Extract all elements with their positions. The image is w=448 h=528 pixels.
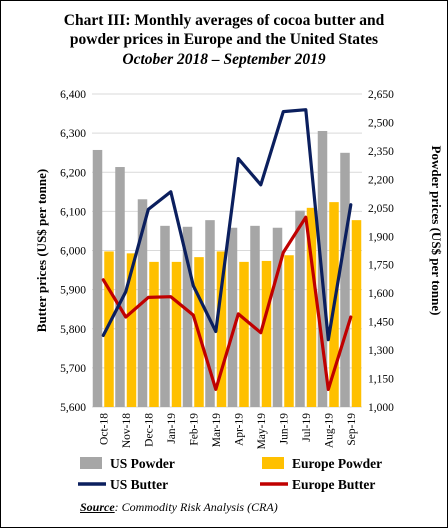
bars: [92, 130, 362, 407]
chart-title-line2: powder prices in Europe and the United S…: [69, 31, 379, 48]
right-tick-label: 1,000: [368, 402, 394, 414]
x-tick-label: Dec-18: [143, 413, 155, 447]
left-tick-label: 5,800: [60, 324, 86, 336]
x-tick-label: Jul-19: [301, 413, 313, 442]
legend-swatch-us-powder: [80, 457, 102, 469]
line-europe-butter: [101, 215, 353, 391]
bar-europe-powder: [306, 207, 317, 407]
legend-label-europe-butter: Europe Butter: [292, 477, 375, 492]
bar-us-powder: [250, 225, 260, 407]
line-us-butter: [101, 108, 353, 342]
right-tick-label: 2,350: [368, 146, 394, 158]
source-note: Source: Commodity Risk Analysis (CRA): [80, 500, 278, 515]
left-tick-label: 6,300: [60, 128, 86, 140]
bar-europe-powder: [261, 260, 272, 407]
x-tick-label: Nov-18: [121, 413, 133, 448]
right-tick-label: 2,650: [368, 89, 394, 101]
left-tick-label: 6,100: [60, 206, 86, 218]
x-tick-label: Feb-19: [188, 413, 200, 446]
left-tick-label: 5,900: [60, 285, 86, 297]
right-tick-label: 1,900: [368, 231, 394, 243]
x-tick-label: Apr-19: [233, 413, 245, 446]
bar-us-powder: [160, 225, 170, 407]
left-axis-title: Butter prices (US$ per tonne): [34, 169, 49, 332]
x-tick-label: Jan-19: [166, 413, 178, 444]
bar-us-powder: [205, 220, 215, 407]
left-tick-label: 6,200: [60, 167, 86, 179]
x-tick-label: Aug-19: [323, 413, 335, 448]
left-tick-label: 6,400: [60, 89, 86, 101]
right-tick-label: 1,150: [368, 374, 394, 386]
bar-europe-powder: [149, 261, 159, 407]
right-axis-title: Powder prices (US$ per tonne): [429, 146, 444, 316]
gridlines: [92, 93, 362, 408]
right-tick-label: 1,600: [368, 288, 394, 300]
legend-label-europe-powder: Europe Powder: [292, 456, 382, 471]
x-tick-label: Jun-19: [278, 413, 290, 445]
left-tick-label: 5,700: [60, 363, 86, 375]
legend-label-us-butter: US Butter: [110, 477, 168, 492]
legend-label-us-powder: US Powder: [110, 456, 175, 471]
bar-europe-powder: [216, 251, 227, 407]
x-tick-label: May-19: [256, 413, 268, 450]
bar-us-powder: [115, 167, 125, 407]
bar-us-powder: [182, 226, 193, 407]
bar-us-powder: [227, 227, 238, 407]
chart-subtitle: October 2018 – September 2019: [122, 51, 326, 68]
right-tick-label: 1,750: [368, 260, 394, 272]
source-label: Source: [80, 500, 115, 514]
right-tick-label: 1,300: [368, 345, 394, 357]
chart-title: Chart III: Monthly averages of cocoa but…: [63, 12, 385, 29]
bar-europe-powder: [104, 251, 114, 407]
bar-us-powder: [340, 152, 350, 407]
right-tick-label: 2,050: [368, 203, 394, 215]
lines: [101, 108, 353, 391]
bar-europe-powder: [126, 253, 137, 407]
bar-europe-powder: [239, 261, 249, 407]
bar-us-powder: [272, 227, 283, 407]
right-tick-label: 2,500: [368, 117, 394, 129]
left-tick-label: 5,600: [60, 402, 86, 414]
bar-europe-powder: [351, 220, 362, 407]
bar-us-powder: [295, 210, 305, 407]
left-tick-label: 6,000: [60, 246, 86, 258]
bar-us-powder: [92, 149, 103, 407]
right-tick-label: 1,450: [368, 317, 394, 329]
right-tick-label: 2,200: [368, 174, 394, 186]
x-tick-label: Mar-19: [211, 413, 223, 448]
bar-europe-powder: [284, 255, 294, 407]
bar-europe-powder: [171, 261, 182, 407]
source-text: : Commodity Risk Analysis (CRA): [114, 500, 278, 514]
axes: 5,600 5,700 5,800 5,900 6,000 6,100 6,200 6,300…: [34, 89, 444, 449]
x-tick-label: Sep-19: [346, 413, 358, 446]
x-tick-label: Oct-18: [98, 413, 110, 445]
legend: US Powder Europe Powder US Butter Europe Bu…: [78, 456, 382, 492]
legend-swatch-europe-powder: [262, 457, 284, 469]
